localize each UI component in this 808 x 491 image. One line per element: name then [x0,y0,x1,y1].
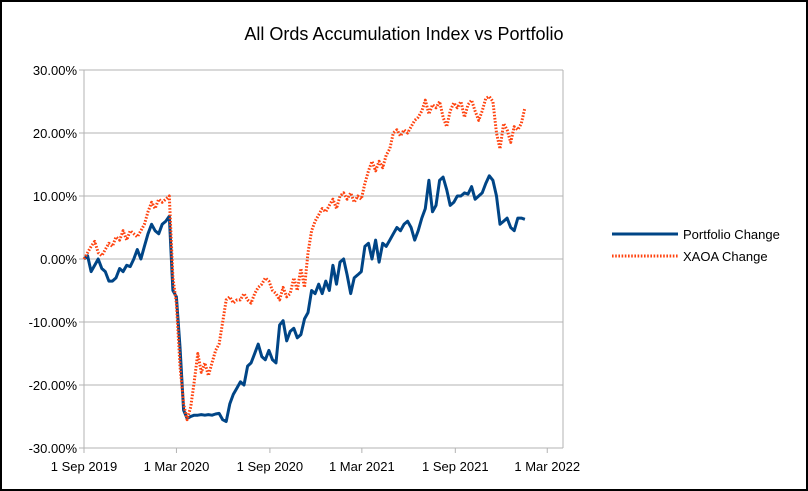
grid-layer [84,69,563,449]
y-tick-label: -10.00% [29,315,78,330]
y-tick-label: 0.00% [40,252,77,267]
x-tick-label: 1 Mar 2020 [144,459,210,474]
y-tick-label: 30.00% [33,63,78,78]
series-line-xaoa-change [82,95,527,422]
x-tick-label: 1 Sep 2021 [422,459,489,474]
y-tick-label: -30.00% [29,441,78,456]
x-tick-label: 1 Sep 2020 [237,459,304,474]
y-tick-label: 20.00% [33,126,78,141]
axis-layer: 30.00% 20.00% 10.00% 0.00% -10.00% -20.00% -30… [29,63,581,474]
chart-title: All Ords Accumulation Index vs Portfolio [244,24,563,44]
series-line-portfolio-change [83,174,526,423]
x-tick-label: 1 Mar 2021 [329,459,395,474]
y-tick-label: 10.00% [33,189,78,204]
series-layer [82,95,527,423]
x-tick-label: 1 Sep 2019 [51,459,118,474]
y-tick-label: -20.00% [29,378,78,393]
legend-label: XAOA Change [683,249,768,264]
legend: Portfolio Change XAOA Change [612,227,780,264]
legend-label: Portfolio Change [683,227,780,242]
x-tick-label: 1 Mar 2022 [514,459,580,474]
